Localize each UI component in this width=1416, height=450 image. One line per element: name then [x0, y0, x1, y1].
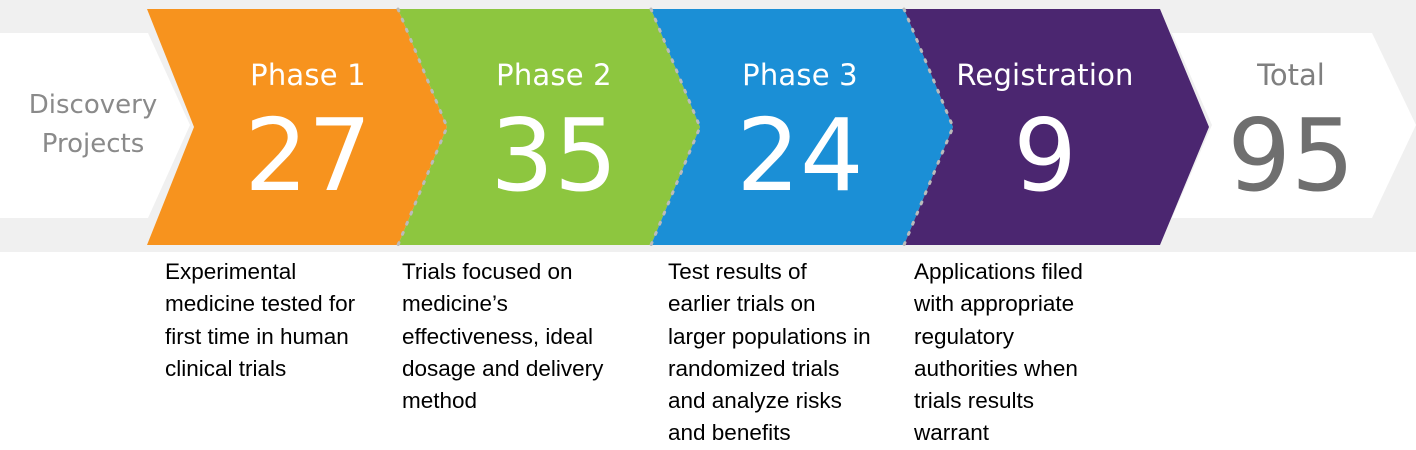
- phase-2-count: 35: [490, 97, 618, 214]
- chevron-shapes: [0, 7, 1416, 247]
- phase-1-title: Phase 1: [250, 58, 366, 92]
- registration-chevron: [904, 9, 1209, 245]
- description-line: regulatory: [914, 323, 1015, 349]
- description-line: first time in human: [165, 323, 349, 349]
- description-line: clinical trials: [165, 355, 287, 381]
- description-line: authorities when: [914, 355, 1078, 381]
- description-line: effectiveness, ideal: [402, 323, 593, 349]
- phase-2-title: Phase 2: [496, 58, 612, 92]
- description-line: Test results of: [668, 259, 807, 284]
- phase-1-count: 27: [244, 97, 372, 214]
- separator-dots-1: [396, 7, 449, 247]
- phase-2-description: Trials focused on medicine’s effectivene…: [402, 256, 603, 417]
- total-arrow: [1172, 33, 1416, 218]
- registration-count: 9: [1013, 97, 1077, 214]
- description-line: Experimental: [165, 259, 297, 284]
- discovery-label: Discovery Projects: [22, 86, 164, 164]
- description-line: earlier trials on: [668, 291, 816, 317]
- discovery-arrow: [0, 33, 190, 218]
- description-line: Applications filed: [914, 259, 1083, 284]
- phase-2-chevron: [398, 9, 700, 245]
- total-title: Total: [1257, 58, 1325, 92]
- discovery-line-2: Projects: [41, 129, 145, 159]
- phase-3-title: Phase 3: [742, 58, 858, 92]
- discovery-line-1: Discovery: [28, 90, 158, 120]
- registration-title: Registration: [956, 58, 1134, 92]
- description-line: warrant: [914, 420, 990, 446]
- description-line: trials results: [914, 388, 1035, 414]
- description-line: randomized trials: [668, 355, 840, 381]
- description-line: medicine’s: [402, 291, 508, 317]
- phase-3-description: Test results of earlier trials on larger…: [668, 256, 871, 450]
- description-line: larger populations in: [668, 323, 871, 349]
- description-line: Trials focused on: [402, 259, 573, 284]
- phase-3-chevron: [651, 9, 953, 245]
- description-line: and benefits: [668, 420, 791, 446]
- total-count: 95: [1227, 97, 1355, 214]
- description-line: medicine tested for: [165, 291, 356, 317]
- separator-dots-2: [649, 7, 702, 247]
- phase-1-chevron: [147, 9, 447, 245]
- phase-3-count: 24: [736, 97, 864, 214]
- description-line: method: [402, 388, 478, 414]
- description-line: and analyze risks: [668, 388, 842, 414]
- pipeline-diagram: Discovery Projects Phase 1 27 Phase 2 35…: [0, 0, 1416, 252]
- description-line: dosage and delivery: [402, 355, 604, 381]
- registration-description: Applications filed with appropriate regu…: [914, 256, 1083, 450]
- description-line: with appropriate: [914, 291, 1075, 317]
- separator-dots-3: [902, 7, 955, 247]
- phase-1-description: Experimental medicine tested for first t…: [165, 256, 355, 385]
